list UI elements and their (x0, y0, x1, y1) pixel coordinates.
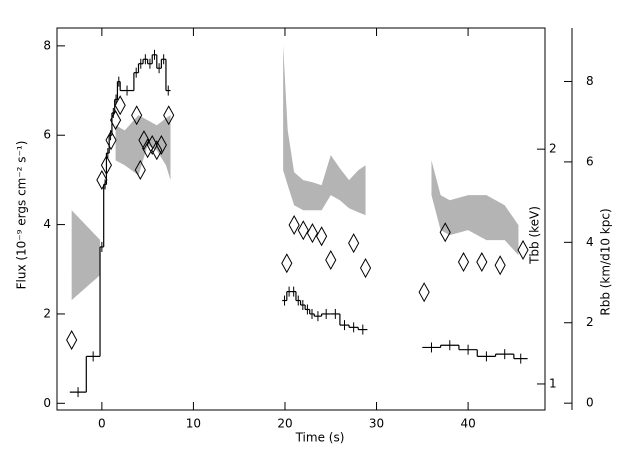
diamond (316, 226, 328, 247)
diamond (325, 249, 337, 271)
diamond (105, 130, 117, 151)
y-axis-title: Flux (10⁻⁹ ergs cm⁻² s⁻¹) (15, 141, 29, 290)
y3-axis-title: Rbb (km/d10 kpc) (599, 208, 613, 315)
diamond (418, 282, 430, 303)
diamond (151, 140, 163, 161)
diamond (359, 258, 372, 279)
frame (56, 27, 546, 411)
y3-tick-label: 8 (586, 74, 594, 88)
diamond (131, 105, 143, 126)
y3-tick-label: 4 (586, 235, 594, 249)
x-tick-label: 30 (369, 417, 384, 431)
diamond (146, 134, 158, 156)
diamond (134, 159, 146, 180)
diamond (476, 251, 488, 273)
y2-tick-label: 2 (549, 142, 557, 156)
band (431, 160, 519, 256)
y2-axis-title: Tbb (keV) (528, 206, 542, 265)
diamond (66, 330, 78, 351)
diamond (297, 220, 309, 241)
y3-tick-label: 0 (586, 396, 594, 410)
diamond (306, 223, 319, 244)
diamond (348, 233, 360, 254)
band (71, 210, 101, 301)
x-tick-label: 20 (277, 417, 292, 431)
y2-tick-label: 1 (549, 376, 557, 390)
x-tick-label: 40 (460, 417, 475, 431)
diamond (155, 134, 167, 156)
y3-tick-label: 6 (586, 154, 594, 168)
diamond (110, 110, 122, 131)
diamond (439, 222, 451, 243)
diamond (142, 138, 154, 159)
x-axis-title: Time (s) (295, 431, 345, 445)
diamond (288, 215, 300, 236)
diamond (281, 253, 293, 274)
x-tick-label: 10 (186, 417, 201, 431)
diamond (138, 130, 150, 151)
y-tick-label: 6 (43, 128, 51, 142)
diamond (457, 251, 470, 273)
y-tick-label: 2 (43, 306, 51, 320)
plot-area (66, 45, 529, 398)
diamond (163, 105, 175, 126)
diamond (494, 255, 506, 276)
y3-tick-label: 2 (586, 315, 594, 329)
band (283, 45, 366, 216)
diamond (100, 155, 113, 176)
y-tick-label: 4 (43, 217, 51, 231)
y-tick-label: 8 (43, 38, 51, 52)
diamond (114, 95, 126, 116)
y-tick-label: 0 (43, 396, 51, 410)
diamond (96, 169, 108, 191)
x-tick-label: 0 (98, 417, 106, 431)
diamond (517, 239, 529, 260)
